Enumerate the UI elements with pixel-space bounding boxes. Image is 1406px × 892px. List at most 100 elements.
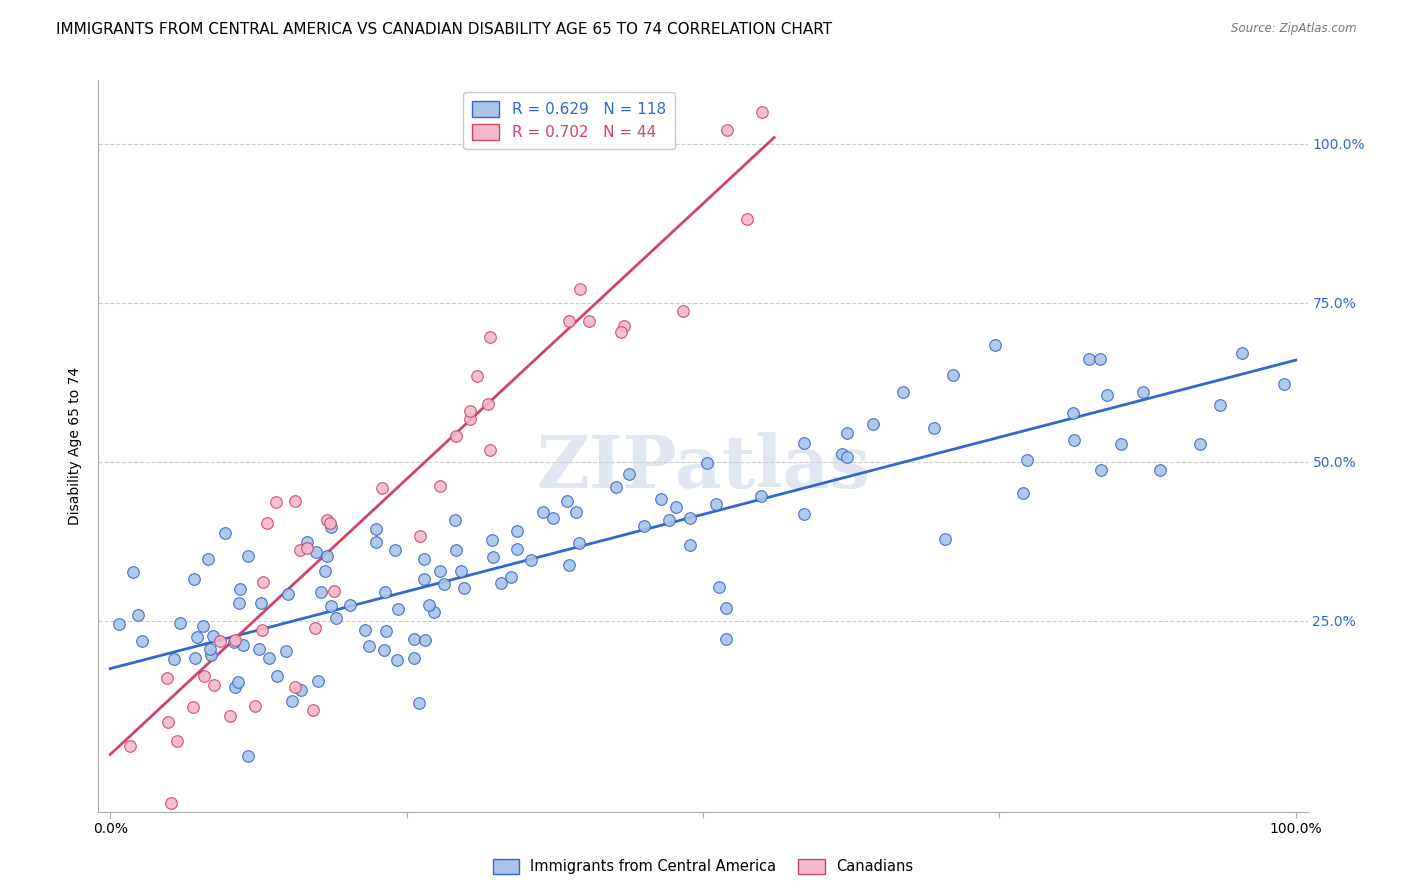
Point [444,428,467,442]
Point [201,629,224,643]
Point [1063,433,1085,447]
Point [429,565,451,579]
Point [458,403,481,417]
Point [1188,437,1211,451]
Point [284,493,307,508]
Point [325,611,347,625]
Point [302,703,325,717]
Point [238,749,260,764]
Point [385,653,408,667]
Point [224,680,246,694]
Point [316,512,339,526]
Point [617,467,640,482]
Point [679,537,702,551]
Y-axis label: Disability Age 65 to 74: Disability Age 65 to 74 [69,367,83,525]
Point [672,304,695,318]
Point [257,651,280,665]
Point [309,585,332,599]
Point [658,513,681,527]
Point [481,533,503,547]
Point [250,623,273,637]
Point [837,450,859,465]
Point [506,541,529,556]
Point [127,607,149,622]
Point [183,572,205,586]
Point [1015,453,1038,467]
Point [558,558,581,572]
Point [413,551,436,566]
Point [202,677,225,691]
Point [467,368,489,383]
Point [226,674,249,689]
Point [984,338,1007,352]
Point [1090,463,1112,477]
Point [1109,437,1132,451]
Point [453,581,475,595]
Point [290,682,312,697]
Point [402,650,425,665]
Point [704,497,727,511]
Point [247,641,270,656]
Point [413,632,436,647]
Point [304,621,326,635]
Point [1011,485,1033,500]
Point [1209,398,1232,412]
Point [373,642,395,657]
Point [295,535,318,549]
Point [650,491,672,506]
Point [477,397,499,411]
Point [160,797,183,811]
Point [1149,463,1171,477]
Point [359,640,381,654]
Point [506,524,529,538]
Point [678,511,700,525]
Point [891,385,914,400]
Point [200,648,222,662]
Point [707,580,730,594]
Point [565,505,588,519]
Point [568,536,591,550]
Point [321,599,343,613]
Point [186,630,208,644]
Point [404,632,426,646]
Point [166,734,188,748]
Point [696,456,718,470]
Point [364,522,387,536]
Point [665,500,688,514]
Point [163,651,186,665]
Point [281,694,304,708]
Point [371,481,394,495]
Point [605,480,627,494]
Point [118,739,141,753]
Point [222,635,245,649]
Point [339,598,361,612]
Point [481,549,503,564]
Point [922,421,945,435]
Point [314,564,336,578]
Point [252,574,274,589]
Point [184,650,207,665]
Point [450,564,472,578]
Point [209,633,232,648]
Point [489,576,512,591]
Point [250,596,273,610]
Point [156,714,179,729]
Point [1077,351,1099,366]
Point [531,505,554,519]
Point [193,619,215,633]
Point [478,330,501,344]
Point [214,526,236,541]
Point [418,598,440,612]
Point [569,282,592,296]
Point [633,519,655,533]
Point [156,671,179,685]
Point [446,543,468,558]
Point [193,668,215,682]
Point [264,495,287,509]
Point [266,669,288,683]
Point [122,565,145,579]
Point [1088,351,1111,366]
Point [218,709,240,723]
Point [284,680,307,694]
Point [716,123,738,137]
